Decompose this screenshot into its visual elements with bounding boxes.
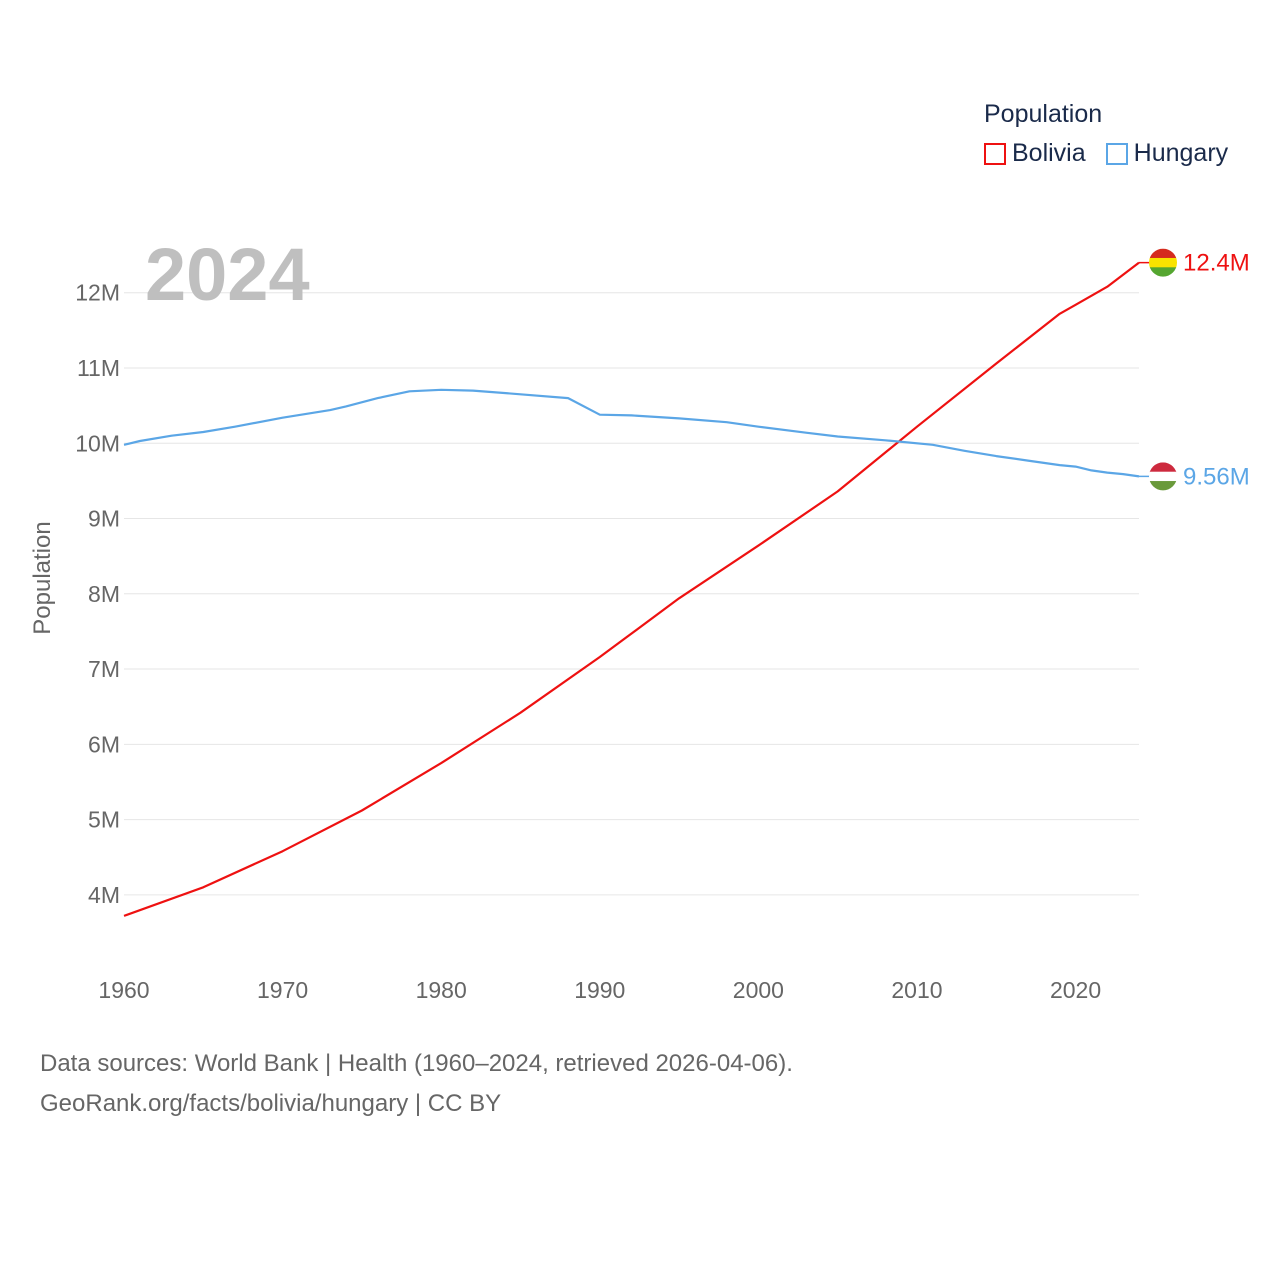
credit-line: GeoRank.org/facts/bolivia/hungary | CC B… (40, 1090, 502, 1117)
x-tick-1960: 1960 (98, 977, 149, 1003)
flag-stripe-bolivia-2 (1149, 267, 1177, 277)
x-tick-2020: 2020 (1050, 977, 1101, 1003)
legend-title: Population (984, 100, 1103, 128)
x-tick-2010: 2010 (891, 977, 942, 1003)
x-tick-1970: 1970 (257, 977, 308, 1003)
x-tick-2000: 2000 (733, 977, 784, 1003)
series-layer: 12.4M 9.56M (123, 248, 1250, 917)
bolivia-flag-icon (1149, 248, 1177, 277)
legend-swatch-hungary (1105, 142, 1128, 165)
y-tick-4M: 4M (88, 882, 120, 908)
series-line-bolivia (123, 261, 1140, 917)
end-value-bolivia: 12.4M (1183, 250, 1250, 277)
legend-label-bolivia: Bolivia (1012, 139, 1086, 167)
grid-layer (124, 292, 1139, 896)
y-tick-10M: 10M (75, 430, 120, 456)
flag-stripe-hungary-0 (1149, 462, 1177, 473)
source-footer: Data sources: World Bank | Health (1960–… (40, 1044, 793, 1124)
x-tick-1980: 1980 (416, 977, 467, 1003)
y-tick-5M: 5M (88, 807, 120, 833)
y-tick-7M: 7M (88, 656, 120, 682)
hungary-flag-icon (1149, 462, 1177, 491)
axis-layer: 4M 5M 6M 7M 8M 9M 10M 11M 12M 1960 1970 1980 1990 200… (75, 280, 1101, 1003)
legend-item-bolivia[interactable]: Bolivia (984, 139, 1086, 168)
series-line-hungary (123, 388, 1140, 478)
x-tick-1990: 1990 (574, 977, 625, 1003)
y-tick-6M: 6M (88, 731, 120, 757)
flag-stripe-hungary-2 (1149, 481, 1177, 491)
legend-swatch-bolivia (984, 142, 1006, 165)
flag-stripe-bolivia-1 (1149, 257, 1177, 268)
y-tick-11M: 11M (77, 355, 120, 381)
flag-stripe-bolivia-0 (1149, 248, 1177, 259)
year-watermark: 2024 (145, 233, 310, 316)
y-tick-8M: 8M (88, 581, 120, 607)
y-tick-9M: 9M (88, 506, 120, 532)
source-line: Data sources: World Bank | Health (1960–… (40, 1050, 793, 1077)
legend: Population Bolivia Hungary (984, 100, 1228, 168)
y-axis-label: Population (29, 521, 56, 634)
end-value-hungary: 9.56M (1183, 463, 1250, 490)
legend-item-hungary[interactable]: Hungary (1105, 139, 1229, 168)
legend-label-hungary: Hungary (1133, 139, 1229, 167)
y-tick-12M: 12M (75, 280, 120, 306)
flag-stripe-hungary-1 (1149, 471, 1177, 482)
